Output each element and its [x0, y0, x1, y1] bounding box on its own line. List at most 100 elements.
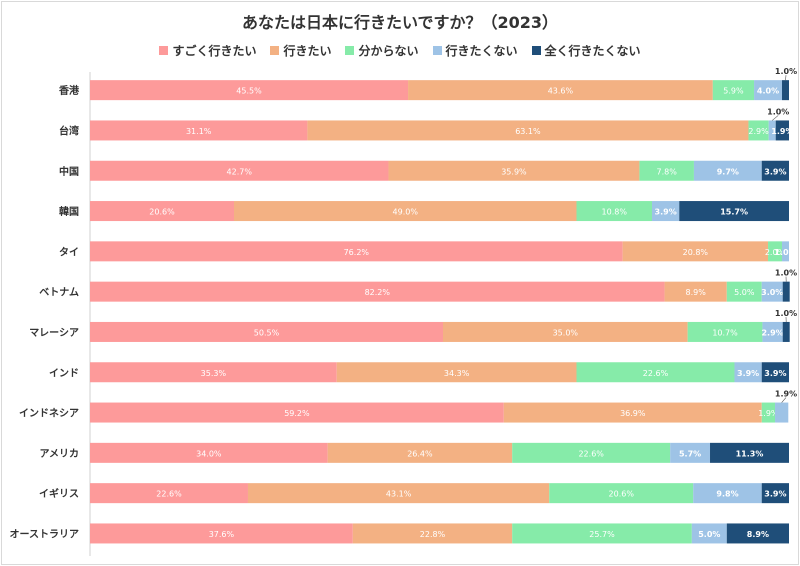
data-label: 82.2%	[365, 288, 391, 297]
bar-segment	[761, 362, 789, 383]
data-label: 36.9%	[620, 409, 646, 418]
bar-segment	[726, 523, 789, 544]
data-label: 20.6%	[609, 490, 635, 499]
legend-swatch	[432, 46, 442, 55]
legend-item-4: 全く行きたくない	[531, 42, 641, 59]
callout-label: 1.0%	[775, 269, 797, 278]
legend-item-3: 行きたくない	[432, 42, 518, 59]
legend-swatch	[270, 46, 280, 55]
callout-leader	[772, 115, 779, 121]
category-label: オーストラリア	[10, 528, 80, 540]
data-label: 9.7%	[717, 167, 739, 176]
bar-segment	[90, 483, 248, 504]
bar-segment	[691, 523, 727, 544]
bar-segment	[327, 442, 513, 463]
data-label: 63.1%	[515, 127, 541, 136]
data-label: 2.9%	[761, 328, 783, 337]
bar-segment	[233, 201, 577, 222]
data-label: 42.7%	[227, 167, 253, 176]
data-label: 45.5%	[236, 87, 262, 96]
bar-segment	[90, 523, 353, 544]
data-label: 34.3%	[444, 369, 470, 378]
data-label: 34.0%	[196, 449, 222, 458]
data-label: 3.9%	[764, 167, 786, 176]
data-label: 26.4%	[407, 449, 433, 458]
bar-segment	[762, 321, 783, 342]
bar-segment	[576, 201, 652, 222]
legend-swatch	[531, 46, 541, 55]
bar-segment	[90, 201, 234, 222]
bar-segment	[782, 80, 789, 101]
data-label: 5.9%	[723, 87, 744, 96]
category-label: インドネシア	[19, 408, 79, 420]
data-label: 43.1%	[386, 490, 412, 499]
bar-segment	[679, 201, 789, 222]
data-label: 10.8%	[602, 208, 628, 217]
data-label: 1.9%	[771, 127, 793, 136]
callout-label: 1.0%	[775, 309, 797, 318]
data-label: 3.9%	[655, 208, 677, 217]
data-label: 59.2%	[284, 409, 310, 418]
data-label: 5.0%	[734, 288, 755, 297]
callout-label: 1.0%	[767, 107, 789, 116]
data-label: 22.6%	[156, 490, 182, 499]
data-label: 3.9%	[764, 490, 786, 499]
bar-segment	[693, 160, 762, 181]
bar-segment	[761, 160, 789, 181]
legend-label: 全く行きたくない	[544, 44, 641, 58]
category-label: インド	[49, 367, 79, 379]
bar-segment	[336, 362, 577, 383]
bar-segment	[408, 80, 713, 101]
legend-label: 行きたくない	[445, 44, 518, 58]
legend-swatch	[159, 46, 169, 55]
data-label: 76.2%	[344, 248, 370, 257]
legend-item-1: 行きたい	[270, 42, 331, 59]
bar-segment	[710, 442, 789, 463]
data-label: 2.9%	[748, 127, 769, 136]
bar-segment	[90, 402, 504, 423]
bar-segment	[734, 362, 762, 383]
data-label: 5.7%	[679, 449, 701, 458]
category-label: アメリカ	[40, 448, 80, 460]
bar-segment	[90, 80, 409, 101]
data-label: 22.8%	[420, 530, 446, 539]
bar-segment	[512, 442, 671, 463]
legend-item-0: すごく行きたい	[159, 42, 256, 59]
bar-segment	[782, 241, 789, 262]
bar-segment	[352, 523, 513, 544]
bar-segment	[549, 483, 694, 504]
bar-segment	[782, 321, 790, 342]
data-label: 49.0%	[393, 208, 419, 217]
bar-segment	[388, 160, 640, 181]
data-label: 25.7%	[589, 530, 615, 539]
category-label: 台湾	[59, 124, 79, 137]
bar-segment	[90, 120, 308, 141]
data-label: 1.9%	[758, 409, 779, 418]
bar-segment	[90, 362, 337, 383]
category-label: イギリス	[39, 487, 79, 500]
category-label: 韓国	[59, 205, 79, 218]
category-label: マレーシア	[29, 327, 79, 339]
bar-segment	[670, 442, 711, 463]
bar-segment	[90, 160, 389, 181]
chart-legend: すごく行きたい 行きたい 分からない 行きたくない 全く行きたくない	[0, 42, 800, 59]
data-label: 35.0%	[553, 328, 579, 337]
bar-segment	[576, 362, 735, 383]
data-label: 7.8%	[657, 167, 678, 176]
bar-segment	[768, 241, 783, 262]
data-label: 50.5%	[254, 328, 280, 337]
data-label: 2.0%	[765, 248, 786, 257]
category-label: 香港	[59, 84, 80, 97]
legend-label: 分からない	[358, 44, 419, 58]
bar-segment	[748, 120, 769, 141]
bar-segment	[775, 402, 789, 423]
bar-segment	[90, 442, 328, 463]
data-label: 20.6%	[149, 208, 175, 217]
data-label: 8.9%	[686, 288, 707, 297]
data-label: 35.3%	[201, 369, 227, 378]
bar-segment	[622, 241, 769, 262]
category-label: ベトナム	[39, 287, 79, 299]
chart-title: あなたは日本に行きたいですか？（2023）	[241, 13, 559, 32]
data-label: 9.8%	[716, 490, 738, 499]
legend-label: すごく行きたい	[172, 44, 257, 58]
